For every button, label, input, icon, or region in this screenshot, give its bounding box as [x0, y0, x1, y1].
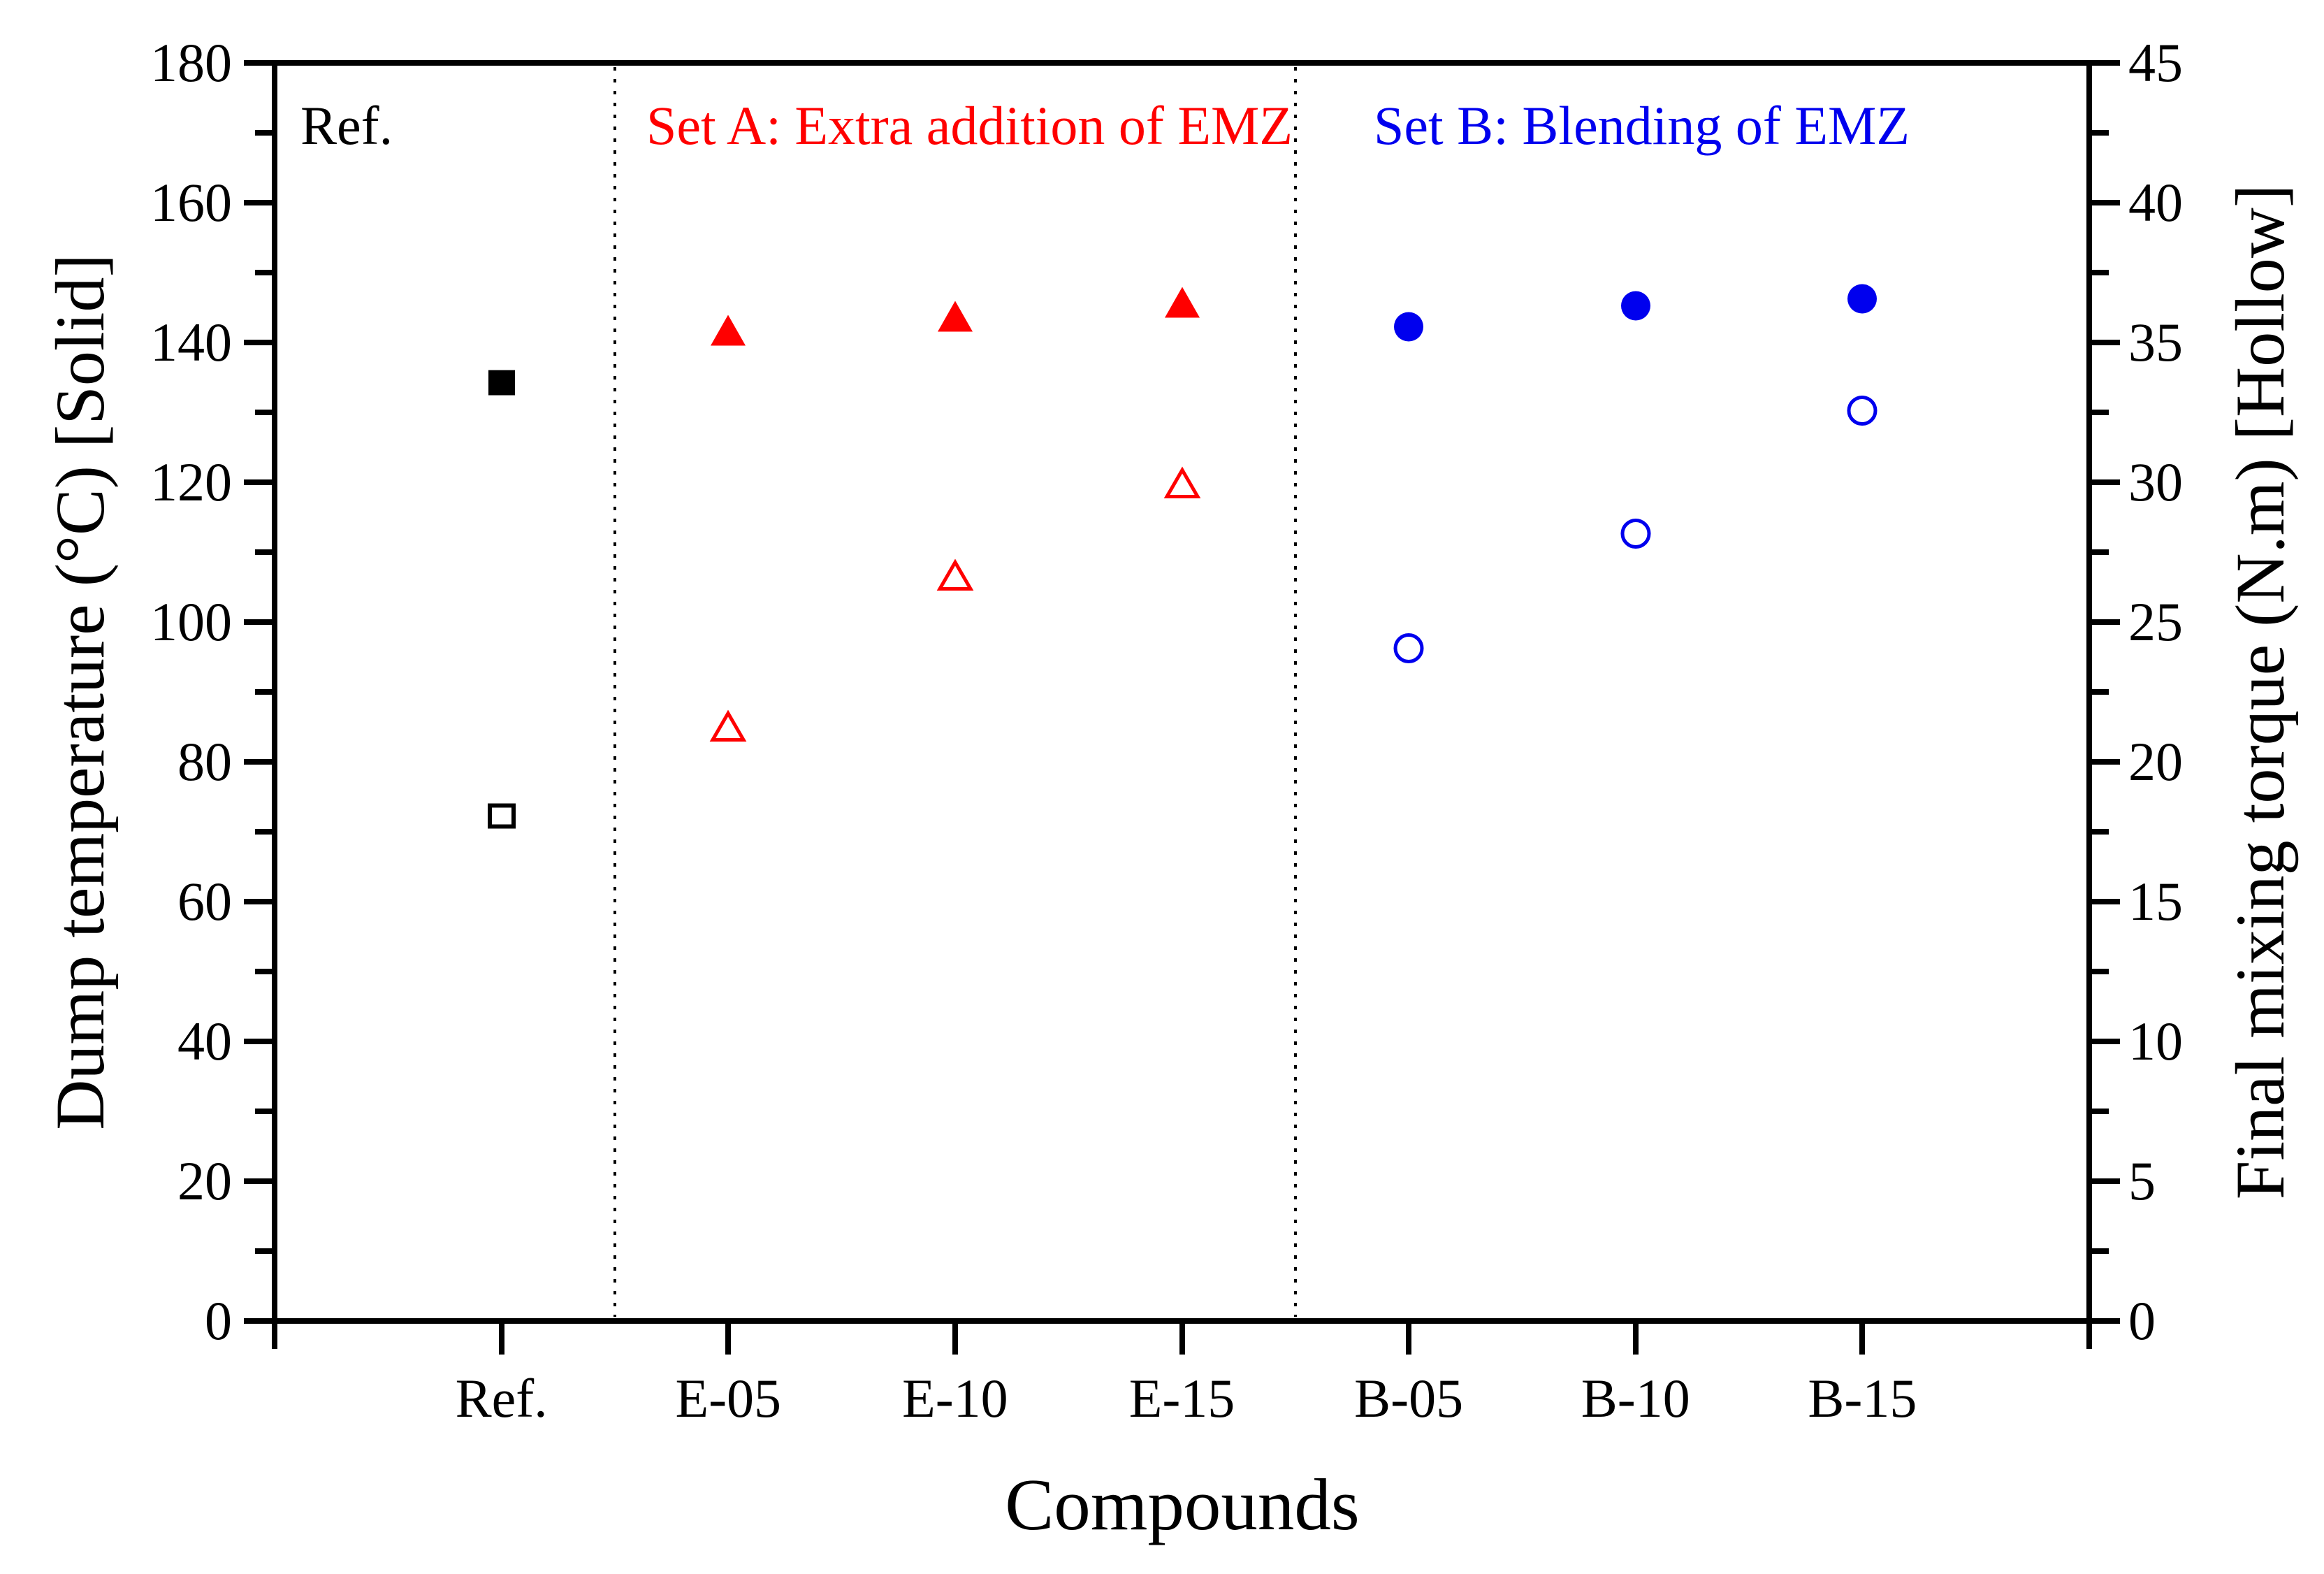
right-major-tick	[2092, 759, 2120, 765]
left-minor-tick	[255, 1109, 272, 1114]
left-major-tick	[244, 479, 272, 485]
left-axis-title: Dump temperature (°C) [Solid]	[41, 254, 119, 1130]
right-axis-title: Final mixing torque (N.m) [Hollow]	[2221, 184, 2299, 1200]
marker-b-05-circle-solid	[1390, 310, 1428, 347]
left-minor-tick	[255, 829, 272, 835]
left-minor-tick	[255, 549, 272, 555]
left-major-tick	[244, 899, 272, 904]
right-minor-tick	[2092, 549, 2109, 555]
x-tick-label: E-05	[675, 1368, 782, 1429]
right-major-tick	[2092, 619, 2120, 625]
x-tick-label: Ref.	[455, 1368, 548, 1429]
right-minor-tick	[2092, 130, 2109, 136]
right-tick-label: 0	[2128, 1290, 2156, 1351]
left-major-tick	[244, 619, 272, 625]
x-tick	[1406, 1324, 1412, 1355]
right-tick-label: 40	[2128, 172, 2183, 233]
right-minor-tick	[2092, 969, 2109, 974]
marker-e-05-triangle-hollow	[709, 709, 747, 747]
x-tick	[952, 1324, 958, 1355]
right-tick-label: 15	[2128, 871, 2183, 932]
right-tick-label: 35	[2128, 312, 2183, 373]
left-tick-label: 160	[150, 172, 232, 233]
right-major-tick	[2092, 899, 2120, 904]
x-tick	[1179, 1324, 1185, 1355]
right-tick-label: 45	[2128, 32, 2183, 93]
marker-e-10-triangle-solid	[936, 300, 974, 337]
x-tick	[1632, 1324, 1639, 1355]
right-minor-tick	[2092, 829, 2109, 835]
left-major-tick	[244, 200, 272, 205]
marker-e-10-triangle-hollow	[936, 558, 974, 596]
x-tick-label: E-10	[902, 1368, 1008, 1429]
left-tick-label: 0	[205, 1290, 232, 1351]
left-tick-label: 140	[150, 312, 232, 373]
right-major-tick	[2092, 60, 2120, 66]
left-tick-label: 100	[150, 591, 232, 652]
left-major-tick	[244, 759, 272, 765]
left-minor-tick	[255, 270, 272, 275]
right-minor-tick	[2092, 689, 2109, 695]
right-minor-tick	[2092, 1109, 2109, 1114]
right-minor-tick	[2092, 270, 2109, 275]
left-major-tick	[244, 1178, 272, 1184]
marker-b-10-circle-hollow	[1617, 517, 1655, 554]
plot-frame	[272, 60, 2092, 1324]
annotation-set-a: Set A: Extra addition of EMZ	[646, 95, 1293, 156]
right-tick-label: 25	[2128, 591, 2183, 652]
left-major-tick	[244, 1318, 272, 1324]
annotation-ref: Ref.	[300, 95, 393, 156]
right-minor-tick	[2092, 410, 2109, 415]
left-major-tick	[244, 1039, 272, 1044]
marker-e-15-triangle-hollow	[1163, 466, 1201, 504]
left-minor-tick	[255, 410, 272, 415]
right-major-tick	[2092, 340, 2120, 345]
left-minor-tick	[255, 1248, 272, 1254]
group-separator	[1293, 67, 1297, 1317]
right-major-tick	[2092, 1178, 2120, 1184]
marker-b-10-circle-solid	[1617, 289, 1655, 326]
x-axis-title: Compounds	[1005, 1464, 1360, 1545]
x-tick-label: E-15	[1128, 1368, 1235, 1429]
x-edge-tick	[272, 1324, 277, 1349]
annotation-set-b: Set B: Blending of EMZ	[1374, 95, 1910, 156]
left-tick-label: 60	[177, 871, 232, 932]
marker-e-05-triangle-solid	[709, 314, 747, 351]
left-tick-label: 40	[177, 1011, 232, 1071]
right-tick-label: 30	[2128, 452, 2183, 512]
right-major-tick	[2092, 1318, 2120, 1324]
x-tick	[725, 1324, 732, 1355]
marker-e-15-triangle-solid	[1163, 286, 1201, 323]
marker-b-05-circle-hollow	[1390, 632, 1428, 669]
right-minor-tick	[2092, 1248, 2109, 1254]
left-tick-label: 20	[177, 1150, 232, 1211]
x-tick	[498, 1324, 504, 1355]
left-minor-tick	[255, 130, 272, 136]
marker-b-15-circle-solid	[1843, 282, 1881, 319]
left-tick-label: 180	[150, 32, 232, 93]
right-tick-label: 20	[2128, 731, 2183, 792]
x-tick-label: B-05	[1354, 1368, 1464, 1429]
marker-ref-square-hollow	[483, 800, 521, 837]
left-minor-tick	[255, 689, 272, 695]
marker-ref-square-solid	[483, 366, 521, 403]
x-tick-label: B-10	[1581, 1368, 1690, 1429]
left-tick-label: 120	[150, 452, 232, 512]
right-tick-label: 10	[2128, 1011, 2183, 1071]
group-separator	[613, 67, 616, 1317]
x-tick-label: B-15	[1808, 1368, 1917, 1429]
x-tick	[1859, 1324, 1866, 1355]
right-major-tick	[2092, 1039, 2120, 1044]
left-major-tick	[244, 60, 272, 66]
left-major-tick	[244, 340, 272, 345]
right-tick-label: 5	[2128, 1150, 2156, 1211]
right-major-tick	[2092, 200, 2120, 205]
left-tick-label: 80	[177, 731, 232, 792]
marker-b-15-circle-hollow	[1843, 394, 1881, 431]
left-minor-tick	[255, 969, 272, 974]
x-edge-tick	[2086, 1324, 2092, 1349]
right-major-tick	[2092, 479, 2120, 485]
